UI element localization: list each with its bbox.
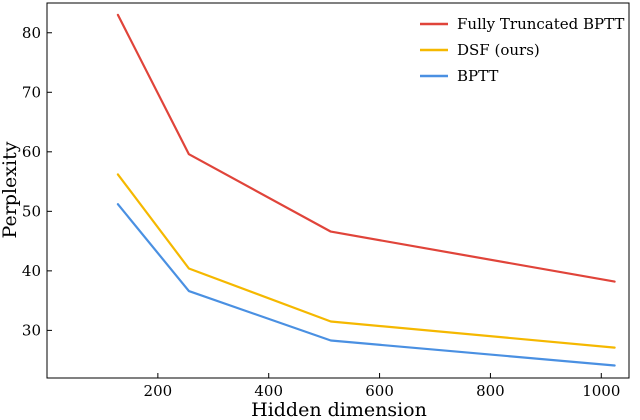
y-tick-label: 70	[22, 83, 41, 101]
y-axis-title: Perplexity	[0, 141, 21, 238]
x-tick-label: 400	[254, 382, 283, 400]
y-axis-ticks: 30 40 50 60 70 80	[22, 24, 52, 339]
y-tick-label: 40	[22, 262, 41, 280]
x-tick-label: 200	[144, 382, 173, 400]
x-axis-ticks: 200 400 600 800 1000	[144, 373, 620, 400]
plot-frame	[46, 2, 630, 379]
y-tick-label: 60	[22, 143, 41, 161]
legend-label: Fully Truncated BPTT	[457, 15, 624, 33]
series-line-1	[116, 13, 616, 283]
legend: Fully Truncated BPTT DSF (ours) BPTT	[420, 15, 624, 85]
legend-label: BPTT	[457, 67, 498, 85]
y-tick-label: 50	[22, 202, 41, 220]
x-tick-label: 800	[476, 382, 505, 400]
y-tick-label: 30	[22, 321, 41, 339]
series-lines	[116, 13, 616, 367]
legend-label: DSF (ours)	[457, 41, 540, 59]
x-axis-title: Hidden dimension	[251, 399, 427, 420]
x-tick-label: 600	[365, 382, 394, 400]
series-line-3	[116, 203, 616, 367]
series-line-2	[116, 173, 616, 349]
x-tick-label: 1000	[582, 382, 620, 400]
y-tick-label: 80	[22, 24, 41, 42]
